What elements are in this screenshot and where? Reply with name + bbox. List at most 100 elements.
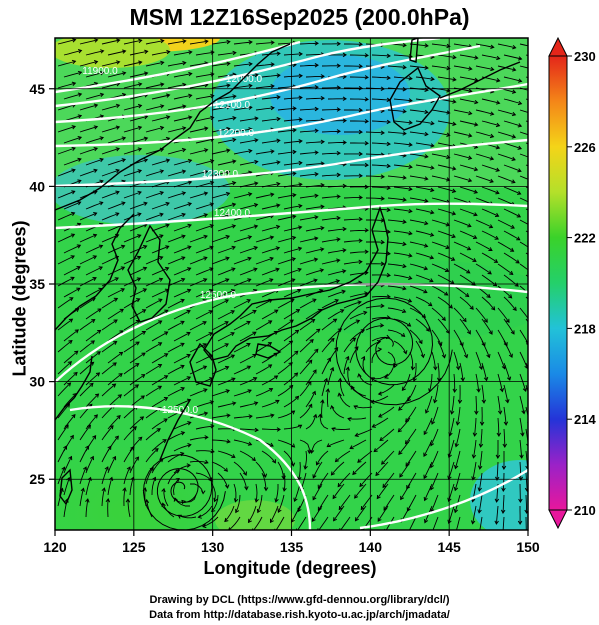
streamline	[431, 219, 450, 226]
wind-arrow	[208, 477, 213, 482]
wind-arrow	[298, 51, 303, 57]
streamline	[261, 139, 280, 144]
streamline	[85, 288, 103, 298]
streamline	[151, 289, 169, 298]
wind-arrow	[403, 350, 408, 355]
streamline	[497, 43, 516, 49]
streamline	[63, 115, 82, 122]
streamline	[503, 318, 515, 335]
streamline	[145, 83, 164, 89]
streamline	[305, 97, 325, 100]
wind-arrow	[447, 497, 452, 503]
wind-arrow	[225, 256, 230, 261]
wind-arrow	[469, 305, 474, 310]
streamline	[145, 170, 164, 177]
streamline	[129, 395, 145, 408]
wind-arrow	[182, 60, 187, 66]
wind-arrow	[166, 93, 171, 98]
streamline	[239, 268, 257, 276]
streamline	[217, 289, 235, 298]
wind-arrow	[254, 138, 259, 143]
y-tick-label: 45	[29, 81, 45, 97]
wind-arrow	[320, 204, 325, 209]
streamline	[217, 73, 236, 78]
wind-arrow	[539, 214, 543, 217]
wind-arrow	[342, 96, 347, 101]
streamline	[189, 412, 208, 419]
streamline	[378, 384, 395, 395]
coastlines	[55, 38, 521, 506]
streamline	[525, 362, 528, 369]
streamline	[283, 372, 298, 386]
wind-arrow	[113, 319, 118, 324]
streamline	[305, 328, 320, 342]
streamline	[371, 186, 391, 189]
wind-arrow	[512, 306, 517, 312]
streamline	[107, 137, 126, 144]
wind-arrow	[276, 51, 281, 56]
streamline	[145, 364, 162, 375]
streamline	[321, 318, 337, 331]
contour-label: 12200.0	[218, 128, 255, 139]
streamline	[277, 439, 295, 448]
wind-arrow	[275, 399, 280, 404]
wind-arrow	[465, 293, 470, 298]
streamline	[321, 238, 340, 243]
streamline	[387, 65, 406, 68]
wind-arrow	[379, 437, 384, 441]
streamline	[211, 299, 229, 309]
streamline	[349, 229, 369, 232]
wind-arrow	[408, 275, 413, 280]
wind-arrow	[429, 278, 434, 283]
wind-arrow	[209, 159, 215, 164]
streamline	[305, 162, 324, 166]
streamline	[255, 320, 272, 331]
streamline	[371, 348, 382, 364]
wind-arrow	[158, 277, 164, 282]
wind-arrow	[423, 430, 428, 436]
wind-arrow	[448, 304, 453, 309]
wind-arrow	[208, 332, 213, 337]
streamline	[79, 383, 94, 397]
wind-arrow	[226, 39, 231, 45]
wind-arrow	[408, 231, 413, 236]
streamline	[211, 128, 230, 133]
wind-arrow	[518, 498, 523, 503]
wind-arrow	[82, 466, 87, 471]
wind-arrow	[497, 410, 503, 415]
streamline	[481, 362, 488, 381]
streamline	[123, 446, 135, 463]
streamline	[431, 263, 449, 272]
streamline	[305, 227, 324, 232]
wind-arrow	[91, 319, 96, 324]
wind-arrow	[320, 225, 325, 231]
wind-arrow	[121, 158, 127, 163]
wind-arrow	[534, 46, 537, 50]
wind-arrow	[359, 482, 364, 488]
streamline	[129, 137, 148, 144]
streamline	[123, 320, 140, 331]
streamline	[233, 85, 252, 89]
wind-arrow	[380, 174, 385, 179]
wind-arrow	[311, 390, 316, 396]
wind-arrow	[478, 532, 482, 535]
streamline	[459, 318, 471, 335]
x-tick-label: 145	[437, 539, 461, 555]
streamline	[255, 193, 274, 199]
wind-arrow	[423, 452, 428, 457]
wind-arrow	[292, 106, 297, 111]
wind-arrow	[73, 371, 78, 377]
wind-arrow	[290, 410, 296, 415]
wind-arrow	[323, 377, 328, 383]
wind-arrow	[292, 214, 297, 219]
streamline	[503, 98, 522, 105]
streamline	[63, 93, 82, 100]
streamline	[525, 406, 528, 419]
streamline	[503, 362, 511, 381]
streamline	[393, 76, 412, 80]
streamline	[409, 263, 428, 270]
wind-arrow	[342, 269, 347, 274]
wind-arrow	[519, 454, 524, 459]
streamline	[415, 164, 434, 169]
wind-arrow	[335, 279, 341, 284]
